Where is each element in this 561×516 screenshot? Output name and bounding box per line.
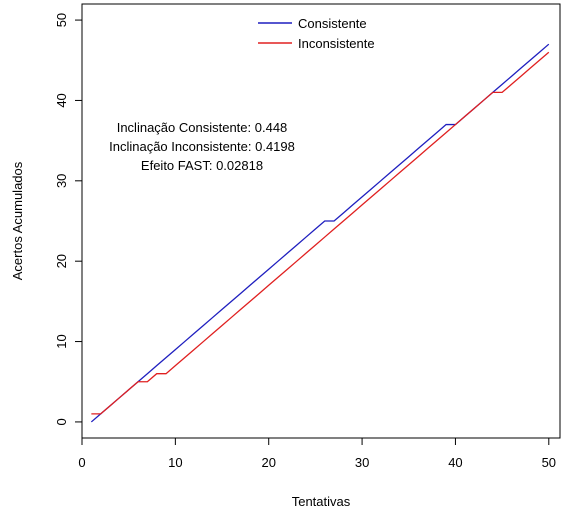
y-axis: 0 10 20 30 40 50 — [54, 13, 83, 426]
x-tick-label: 0 — [78, 455, 85, 470]
stats-annotation: Inclinação Consistente: 0.448 Inclinação… — [109, 120, 295, 173]
x-axis-title: Tentativas — [292, 494, 351, 509]
x-tick-label: 20 — [261, 455, 275, 470]
x-axis: 0 10 20 30 40 50 — [78, 437, 556, 470]
legend-label-consistente: Consistente — [298, 16, 367, 31]
legend-label-inconsistente: Inconsistente — [298, 36, 375, 51]
series-line-inconsistente — [91, 51, 550, 415]
x-tick-label: 30 — [355, 455, 369, 470]
legend: Consistente Inconsistente — [258, 16, 375, 51]
x-tick-label: 50 — [542, 455, 556, 470]
y-tick-label: 30 — [54, 174, 69, 188]
x-tick-label: 40 — [448, 455, 462, 470]
y-tick-label: 0 — [54, 418, 69, 425]
y-tick-label: 20 — [54, 254, 69, 268]
y-axis-title: Acertos Acumulados — [10, 161, 25, 280]
x-tick-label: 10 — [168, 455, 182, 470]
annotation-slope-consistent: Inclinação Consistente: 0.448 — [117, 120, 288, 135]
series-line-consistente — [90, 43, 550, 423]
plot-frame — [81, 3, 561, 439]
y-tick-label: 40 — [54, 93, 69, 107]
series-group — [90, 43, 550, 423]
annotation-fast-effect: Efeito FAST: 0.02818 — [141, 158, 263, 173]
y-tick-label: 50 — [54, 13, 69, 27]
y-tick-label: 10 — [54, 334, 69, 348]
annotation-slope-inconsistent: Inclinação Inconsistente: 0.4198 — [109, 139, 295, 154]
